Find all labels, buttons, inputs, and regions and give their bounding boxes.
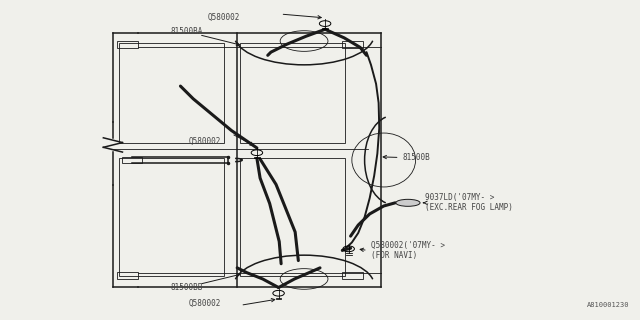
Bar xyxy=(119,158,225,276)
Bar xyxy=(342,272,364,279)
Text: 9037LD('07MY- >: 9037LD('07MY- > xyxy=(425,193,495,202)
Text: Q580002: Q580002 xyxy=(189,136,221,146)
Bar xyxy=(241,43,346,142)
Text: (FOR NAVI): (FOR NAVI) xyxy=(371,251,417,260)
Text: A810001230: A810001230 xyxy=(586,301,629,308)
Text: (EXC.REAR FOG LAMP): (EXC.REAR FOG LAMP) xyxy=(425,203,513,212)
Bar xyxy=(119,43,225,142)
Text: 81500BB: 81500BB xyxy=(170,283,203,292)
Text: 81500BA: 81500BA xyxy=(170,27,203,36)
Bar xyxy=(122,156,141,164)
Bar xyxy=(117,272,138,279)
Bar xyxy=(117,41,138,48)
Text: Q580002: Q580002 xyxy=(189,299,221,308)
Text: Q580002: Q580002 xyxy=(208,13,241,22)
Bar xyxy=(342,41,364,48)
Ellipse shape xyxy=(396,199,420,206)
Bar xyxy=(241,158,346,276)
Text: 81500B: 81500B xyxy=(403,153,431,162)
Text: Q580002('07MY- >: Q580002('07MY- > xyxy=(371,241,445,250)
